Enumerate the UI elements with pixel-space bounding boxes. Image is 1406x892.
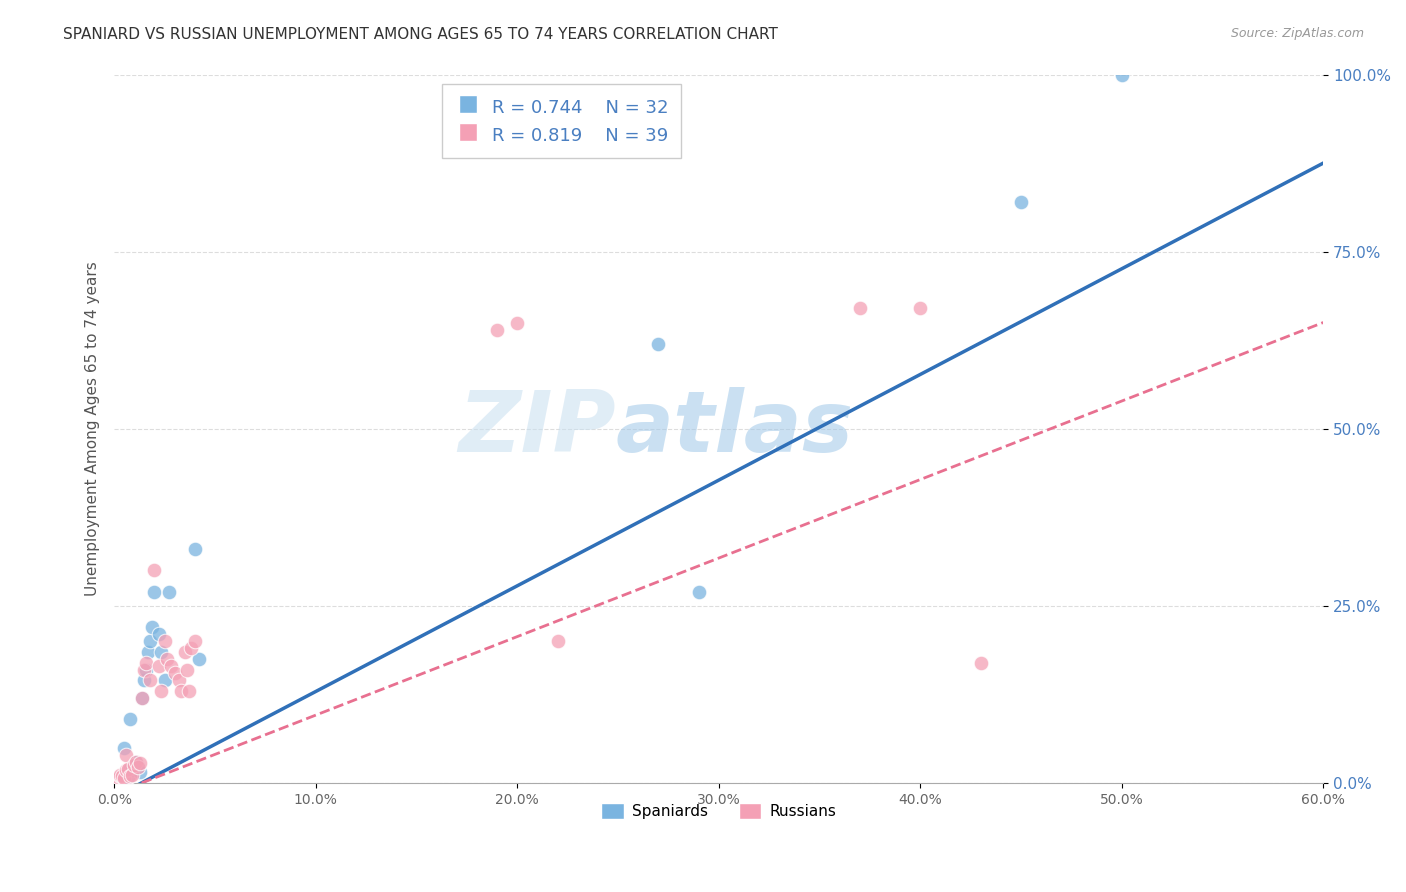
Point: [647, 336, 669, 351]
Point: [112, 740, 135, 755]
Point: [149, 645, 172, 659]
Point: [117, 770, 139, 784]
Point: [120, 762, 142, 776]
Y-axis label: Unemployment Among Ages 65 to 74 years: Unemployment Among Ages 65 to 74 years: [86, 261, 100, 596]
Point: [148, 659, 170, 673]
Point: [129, 756, 152, 771]
Point: [1010, 195, 1032, 210]
Point: [157, 584, 180, 599]
Point: [184, 542, 207, 557]
Point: [135, 656, 157, 670]
Point: [125, 755, 148, 769]
Point: [506, 316, 529, 330]
Point: [149, 684, 172, 698]
Point: [180, 641, 202, 656]
Point: [547, 634, 569, 648]
Point: [143, 564, 166, 578]
Point: [112, 767, 135, 781]
Point: [131, 691, 153, 706]
Point: [129, 765, 152, 780]
Point: [124, 758, 146, 772]
Point: [115, 769, 138, 783]
Point: [110, 767, 132, 781]
Point: [910, 301, 932, 316]
Point: [107, 770, 129, 784]
Point: [107, 770, 129, 784]
Point: [127, 760, 149, 774]
Point: [111, 772, 134, 786]
Point: [153, 634, 176, 648]
Point: [124, 758, 146, 772]
Point: [110, 769, 132, 783]
Point: [173, 645, 195, 659]
Point: [110, 769, 132, 783]
Point: [187, 652, 209, 666]
Point: [134, 663, 156, 677]
Point: [112, 771, 135, 785]
Point: [105, 772, 128, 787]
Point: [155, 652, 177, 666]
Point: [688, 584, 710, 599]
Point: [139, 634, 162, 648]
Point: [486, 322, 509, 336]
Point: [115, 764, 138, 778]
Point: [115, 747, 138, 762]
Point: [176, 663, 198, 677]
Point: [170, 684, 193, 698]
Point: [105, 772, 128, 787]
Point: [143, 584, 166, 599]
Point: [141, 620, 163, 634]
Point: [120, 769, 142, 783]
Text: ZIP: ZIP: [458, 387, 616, 470]
Point: [134, 673, 156, 688]
Point: [117, 762, 139, 776]
Point: [849, 301, 872, 316]
Point: [167, 673, 190, 688]
Point: [184, 634, 207, 648]
Point: [970, 656, 993, 670]
Legend: Spaniards, Russians: Spaniards, Russians: [595, 797, 842, 825]
Point: [131, 691, 153, 706]
Point: [135, 663, 157, 677]
Point: [139, 673, 162, 688]
Point: [121, 764, 143, 778]
Point: [177, 684, 200, 698]
Point: [111, 769, 134, 783]
Point: [159, 659, 181, 673]
Point: [153, 673, 176, 688]
Point: [1111, 68, 1133, 82]
Text: Source: ZipAtlas.com: Source: ZipAtlas.com: [1230, 27, 1364, 40]
Point: [120, 712, 142, 726]
Point: [125, 755, 148, 769]
Text: SPANIARD VS RUSSIAN UNEMPLOYMENT AMONG AGES 65 TO 74 YEARS CORRELATION CHART: SPANIARD VS RUSSIAN UNEMPLOYMENT AMONG A…: [63, 27, 778, 42]
Text: atlas: atlas: [616, 387, 853, 470]
Point: [127, 760, 149, 774]
Point: [138, 645, 160, 659]
Point: [148, 627, 170, 641]
Point: [121, 767, 143, 781]
Point: [163, 666, 186, 681]
